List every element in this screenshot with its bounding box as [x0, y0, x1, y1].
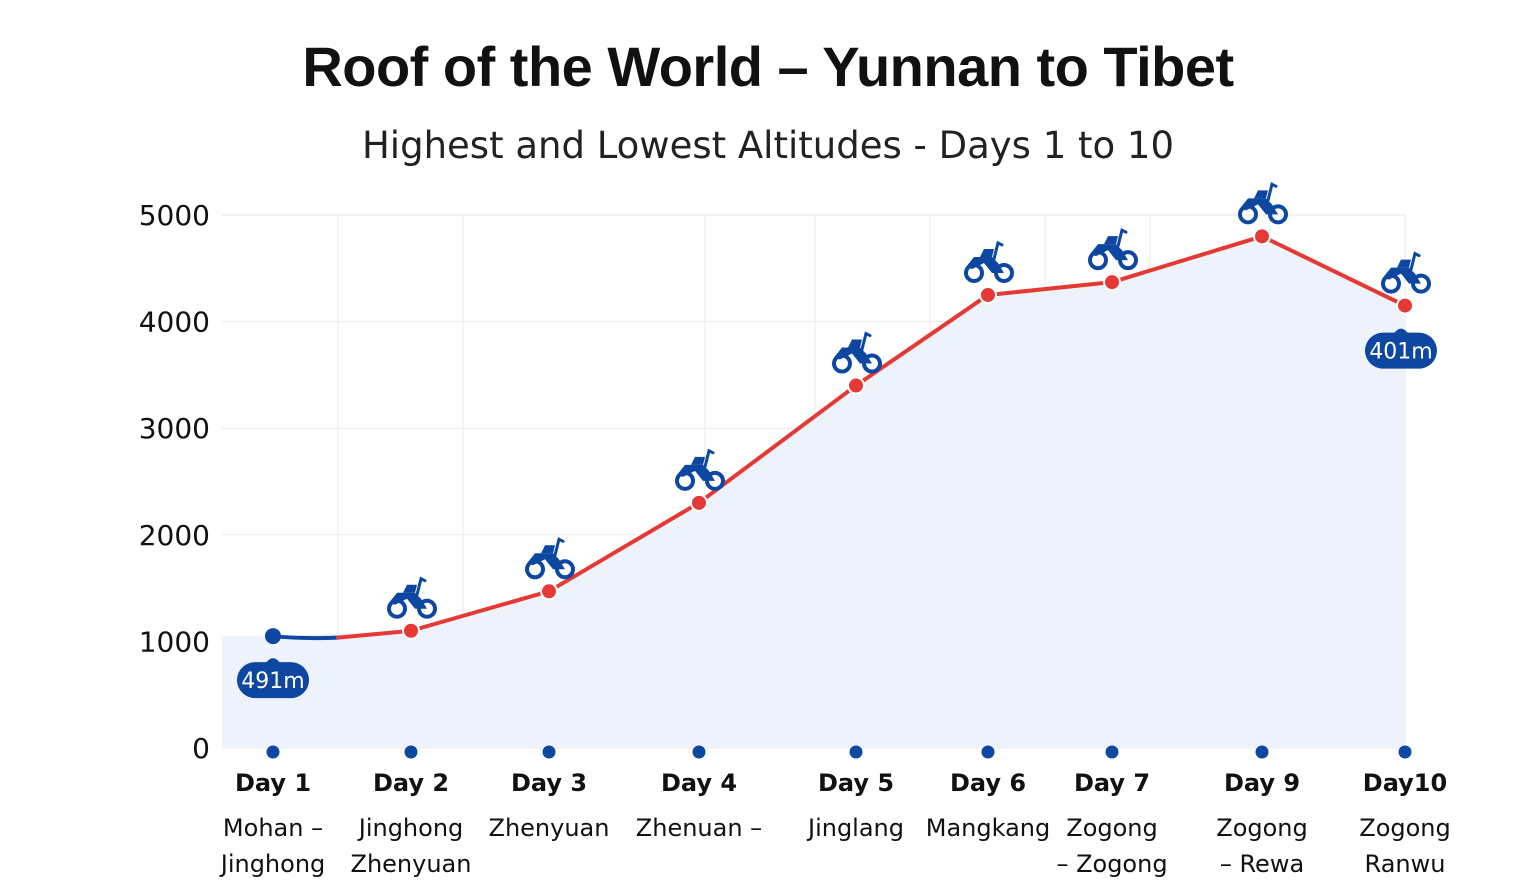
x-place-label: Zhenyuan	[489, 814, 610, 842]
motorcycle-body	[834, 347, 872, 364]
x-place-label: Jinglang	[806, 814, 904, 842]
badge-background	[1365, 332, 1437, 369]
motorcycle-handle	[1266, 182, 1278, 202]
y-tick-label: 2000	[139, 519, 210, 552]
motorcycle-icon	[1088, 227, 1138, 271]
x-place-label: Ranwu	[1365, 850, 1446, 878]
x-axis-marker	[266, 745, 280, 759]
area-fill	[222, 236, 1405, 748]
motorcycle-body	[677, 464, 715, 481]
motorcycle-handle	[992, 240, 1004, 261]
motorcycle-icon	[525, 537, 575, 580]
motorcycle-rider	[403, 584, 417, 593]
x-tick-label: Day10	[1363, 769, 1447, 797]
x-place-label: Zhenuan –	[636, 814, 762, 842]
x-place-label: Zogong	[1216, 814, 1308, 842]
x-axis-marker	[1255, 745, 1269, 759]
x-place-label: Jinghong	[219, 850, 326, 878]
x-axis-marker	[692, 745, 706, 759]
motorcycle-handle	[703, 448, 715, 469]
x-tick-label: Day 1	[235, 769, 311, 797]
motorcycle-body	[1383, 267, 1421, 284]
motorcycle-handle	[1409, 251, 1421, 272]
data-point	[1103, 273, 1121, 292]
motorcycle-rider	[1397, 259, 1411, 268]
x-axis-marker	[849, 745, 863, 759]
altitude-badge: 401m	[1365, 328, 1437, 369]
y-tick-label: 5000	[139, 199, 210, 232]
y-tick-label: 3000	[139, 412, 210, 445]
motorcycle-wheel	[1118, 250, 1138, 271]
motorcycle-rider	[980, 248, 994, 257]
data-point	[690, 493, 708, 512]
data-point	[265, 628, 281, 645]
x-place-label: – Zogong	[1056, 850, 1167, 878]
motorcycle-icon	[964, 240, 1014, 283]
data-point	[979, 285, 997, 304]
x-axis-marker	[1398, 745, 1412, 759]
series-line-start	[271, 634, 340, 641]
data-point	[1396, 296, 1414, 315]
motorcycle-body	[527, 553, 565, 570]
motorcycle-rider	[1104, 236, 1118, 245]
badge-label: 491m	[241, 669, 304, 694]
x-place-label: Zogong	[1359, 814, 1451, 842]
motorcycle-icon	[832, 331, 882, 374]
motorcycle-body	[1090, 244, 1128, 261]
motorcycle-handle	[415, 576, 427, 597]
data-point	[402, 621, 420, 640]
x-axis-marker	[404, 745, 418, 759]
x-tick-label: Day 6	[950, 769, 1026, 797]
motorcycle-handle	[1116, 227, 1128, 248]
data-point	[540, 582, 558, 601]
motorcycle-handle	[553, 537, 565, 557]
x-tick-label: Day 9	[1224, 769, 1300, 797]
x-tick-label: Day 7	[1074, 769, 1150, 797]
chart-subtitle: Highest and Lowest Altitudes - Days 1 to…	[361, 124, 1174, 167]
motorcycle-rider	[541, 545, 555, 554]
motorcycle-rider	[1254, 190, 1268, 199]
motorcycle-rider	[691, 456, 705, 465]
x-axis-marker	[1105, 745, 1119, 759]
motorcycle-body	[1240, 198, 1278, 215]
x-place-label: Mohan –	[223, 814, 323, 842]
y-tick-label: 4000	[139, 306, 210, 339]
data-point	[847, 376, 865, 395]
x-place-label: Zhenyuan	[351, 850, 472, 878]
x-place-label: Mangkang	[926, 814, 1051, 842]
x-place-label: – Rewa	[1220, 850, 1304, 878]
motorcycle-body	[389, 592, 427, 609]
badge-background	[237, 662, 309, 699]
x-tick-label: Day 5	[818, 769, 894, 797]
chart-title: Roof of the World – Yunnan to Tibet	[302, 35, 1234, 98]
x-place-label: Zogong	[1066, 814, 1158, 842]
y-tick-label: 0	[192, 732, 210, 765]
motorcycle-rider	[848, 339, 862, 348]
x-axis-marker	[981, 745, 995, 759]
altitude-badge: 491m	[237, 658, 309, 699]
y-tick-label: 1000	[139, 625, 210, 658]
x-axis-marker	[542, 745, 556, 759]
data-point	[1253, 227, 1271, 246]
motorcycle-body	[966, 256, 1004, 273]
x-tick-label: Day 2	[373, 769, 449, 797]
motorcycle-icon	[675, 448, 725, 491]
motorcycle-icon	[1238, 182, 1288, 225]
x-tick-label: Day 4	[661, 769, 737, 797]
x-place-label: Jinghong	[357, 814, 464, 842]
motorcycle-handle	[860, 331, 872, 352]
motorcycle-icon	[387, 576, 437, 619]
badge-label: 401m	[1369, 340, 1432, 365]
x-tick-label: Day 3	[511, 769, 587, 797]
motorcycle-icon	[1381, 251, 1431, 294]
